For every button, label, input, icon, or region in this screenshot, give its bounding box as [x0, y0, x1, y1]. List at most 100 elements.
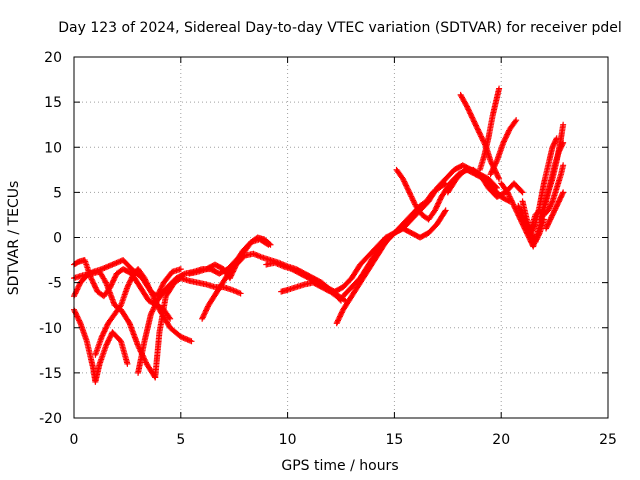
data-point [102, 278, 109, 285]
series-track-d [71, 268, 159, 381]
y-tick-label: 15 [44, 95, 62, 111]
data-point [76, 318, 83, 325]
data-point [129, 273, 136, 280]
data-point [441, 208, 448, 215]
data-point [157, 286, 164, 293]
data-point [144, 280, 151, 287]
data-point [108, 281, 115, 288]
data-point [102, 325, 109, 332]
data-point [149, 308, 156, 315]
data-point [151, 304, 158, 311]
data-point [200, 313, 207, 320]
data-point [158, 285, 165, 292]
data-point [495, 174, 502, 181]
data-point [510, 201, 517, 208]
data-point [471, 119, 478, 126]
data-point [411, 200, 418, 207]
data-point [465, 106, 472, 113]
data-point [407, 192, 414, 199]
data-point [471, 118, 478, 125]
data-point [560, 162, 567, 169]
series-track-v [536, 121, 567, 223]
data-point [472, 121, 479, 128]
data-point [71, 308, 78, 315]
data-point [103, 324, 110, 331]
data-point [536, 231, 543, 238]
data-point [504, 131, 511, 138]
series-track-q [444, 166, 526, 200]
data-point [104, 340, 111, 347]
y-tick-label: 10 [44, 140, 62, 156]
data-point [145, 284, 152, 291]
data-point [410, 198, 417, 205]
data-point [477, 132, 484, 139]
data-point [101, 328, 108, 335]
data-point [107, 333, 114, 340]
series-track-e [92, 266, 184, 358]
data-point [126, 280, 133, 287]
data-point [336, 314, 343, 321]
data-point [337, 312, 344, 319]
x-tick-label: 25 [599, 432, 617, 448]
data-point [431, 207, 438, 214]
data-point [72, 309, 79, 316]
x-tick-label: 10 [279, 432, 297, 448]
data-point [142, 277, 149, 284]
data-point [504, 189, 511, 196]
data-point [144, 281, 151, 288]
data-point [509, 198, 516, 205]
data-point [463, 102, 470, 109]
data-point [89, 277, 96, 284]
data-point [75, 316, 82, 323]
data-point [488, 168, 495, 175]
data-point [408, 193, 415, 200]
data-point [152, 301, 159, 308]
x-tick-label: 0 [70, 432, 79, 448]
data-point [496, 85, 503, 92]
series-track-j [263, 162, 500, 295]
data-point [202, 308, 209, 315]
data-point [409, 196, 416, 203]
data-point [478, 133, 485, 140]
data-point [433, 204, 440, 211]
data-point [199, 315, 206, 322]
data-point [92, 284, 99, 291]
data-point [470, 117, 477, 124]
data-point [492, 160, 499, 167]
data-point [126, 278, 133, 285]
series-track-b [71, 306, 131, 385]
data-point [125, 281, 132, 288]
data-point [496, 175, 503, 182]
data-point [74, 286, 81, 293]
data-point [124, 360, 131, 367]
data-point [177, 266, 184, 273]
data-point [408, 194, 415, 201]
data-point [141, 275, 148, 282]
data-point [98, 333, 105, 340]
data-point [488, 169, 495, 176]
series-track-w [543, 189, 567, 232]
data-point [93, 285, 100, 292]
data-point [167, 315, 174, 322]
data-point [103, 341, 110, 348]
data-point [436, 197, 443, 204]
data-point [91, 281, 98, 288]
data-point [338, 310, 345, 317]
data-point [124, 284, 131, 291]
data-point [405, 188, 412, 195]
data-point [335, 316, 342, 323]
data-point [490, 165, 497, 172]
data-point [265, 241, 272, 248]
data-point [201, 311, 208, 318]
data-point [334, 318, 341, 325]
data-point [76, 282, 83, 289]
data-point [147, 311, 154, 318]
series-track-k [278, 279, 344, 304]
data-point [505, 190, 512, 197]
data-point [399, 175, 406, 182]
data-point [99, 332, 106, 339]
data-point [487, 171, 494, 178]
x-tick-label: 5 [176, 432, 185, 448]
data-point [151, 303, 158, 310]
data-point [404, 185, 411, 192]
